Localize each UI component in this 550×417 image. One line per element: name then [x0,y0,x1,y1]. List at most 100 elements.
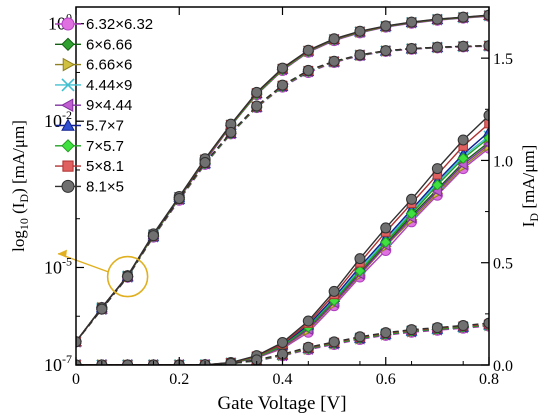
legend-marker-8 [62,160,74,172]
series-9-linear-dashed-point-16 [457,320,469,332]
x-tick-label-1: 0 [72,371,80,388]
left-y-label-log-base: 10 [17,218,31,230]
series-7-linear-solid-point-16 [457,152,469,165]
series-9-log-dashed-point-12 [354,49,366,61]
legend-entry-9: 8.1×5 [55,178,124,195]
annotation-layer [57,249,149,298]
series-9-log-solid-point-15 [431,13,443,25]
series-9-log-dashed-point-15 [431,41,443,53]
legend-entry-2: 6×6.66 [55,36,132,53]
left-tick-label-2: 10-2 [44,108,72,131]
series-9-log-solid-point-9 [277,62,288,74]
series-9-log-dashed-point-2 [96,303,108,315]
series-7-linear-solid-point-14 [405,207,418,220]
legend-entry-1: 6.32×6.32 [55,16,153,33]
right-tick-label-2: 0.5 [493,256,513,273]
annotation-arrow-shaft [57,252,108,273]
series-7-linear-solid-point-13 [380,236,392,248]
legend-label-2: 6×6.66 [86,36,132,53]
right-tick-label-4: 1.5 [493,51,513,68]
legend-marker-3 [62,57,76,72]
left-tick-label-4: 10-7 [44,352,72,375]
series-9-linear-solid-point-14 [406,193,418,205]
series-9-log-dashed-point-10 [302,64,314,76]
legend-marker-2 [61,37,75,52]
series-9-log-solid-point-11 [328,33,340,45]
x-tick-label-4: 0.6 [376,371,396,388]
series-9-linear-solid-point-16 [457,134,469,146]
left-y-label-log: log [9,230,28,252]
series-9-log-dashed-point-7 [225,126,237,138]
right-y-label-sub: D [527,213,541,222]
legend-entry-4: 4.44×9 [55,77,132,94]
legend-label-5: 9×4.44 [86,97,132,114]
series-9-linear-solid-point-11 [328,285,340,297]
left-y-label-sub: D [17,194,31,203]
series-9-linear-dashed-point-14 [406,324,418,336]
series-9-linear-dashed-point-3 [122,359,134,365]
series-9-log-solid-point-8 [251,86,263,98]
legend-marker-9 [61,179,75,193]
series-9 [76,9,489,365]
legend-label-1: 6.32×6.32 [86,16,153,33]
right-y-label-rest: [mA/μm] [519,145,538,213]
series-9-log-solid-point-17 [483,9,489,21]
legend-marker-1 [61,17,75,31]
series-9-log-dashed-point-14 [406,42,418,54]
left-y-axis-label: log10 (ID) [mA/μm] [9,120,31,252]
series-9-log-dashed-point-5 [173,192,185,204]
series-9-linear-dashed-point-11 [328,336,340,348]
series-9-log-dashed-point-8 [251,100,263,112]
series-9-linear-solid-point-9 [277,336,288,348]
right-y-axis-label: ID [mA/μm] [519,145,541,227]
left-y-label-close: ) [mA/μm] [9,120,28,194]
legend-marker-7 [61,139,75,153]
legend-entry-5: 9×4.44 [55,97,132,114]
legend-marker-6 [61,118,75,131]
x-axis-label: Gate Voltage [V] [217,393,346,414]
annotation-circle [106,255,149,298]
x-tick-label-5: 0.8 [479,371,499,388]
series-9-linear-solid-point-12 [354,253,366,265]
series-9-linear-solid-point-13 [380,222,392,234]
series-9-log-solid-point-10 [302,44,314,56]
series-7-linear-solid-point-12 [354,265,366,277]
series-9-log-solid-point-12 [354,25,366,37]
series-9-log-solid-point-14 [406,16,418,28]
legend-label-3: 6.66×6 [86,57,132,74]
tick-layer: 00.20.40.60.810010-210-510-70.00.51.01.5 [44,7,513,388]
right-y-label-main: I [519,221,538,227]
series-9-log-dashed-point-13 [380,45,392,57]
series-9-log-solid-point-13 [380,20,392,32]
legend-label-7: 7×5.7 [86,138,124,155]
legend-entry-7: 7×5.7 [55,138,124,155]
right-tick-label-1: 0.0 [493,358,513,375]
left-y-label-open: (I [9,202,28,218]
series-9-linear-dashed-point-17 [483,317,489,329]
series-9-linear-dashed-point-12 [354,331,366,343]
legend-entry-3: 6.66×6 [55,57,132,74]
series-9-log-dashed-point-1 [76,336,82,348]
series-9-linear-dashed-point-13 [380,327,392,339]
legend-label-6: 5.7×7 [86,118,124,135]
series-9-log-dashed-point-6 [199,157,211,169]
legend-label-8: 5×8.1 [86,158,124,175]
series-9-log-dashed-point-11 [328,55,340,67]
series-9-log-dashed-point-3 [122,271,134,283]
legend-label-9: 8.1×5 [86,178,124,195]
series-9-log-dashed-point-17 [483,40,489,52]
series-9-linear-dashed-point-15 [431,322,443,334]
legend-entry-8: 5×8.1 [55,158,124,175]
x-tick-label-3: 0.4 [273,371,293,388]
series-8-linear-solid-point-17 [484,118,489,129]
annotation-arrow-head [58,249,67,258]
legend: 6.32×6.32 6×6.66 6.66×6 4.44×9 9×4.44 5.7×7 7×… [55,16,153,195]
series-7-linear-solid-point-15 [431,179,444,191]
legend-entry-6: 5.7×7 [55,118,124,135]
series-layer [76,9,489,365]
series-9-log-solid-point-16 [457,11,469,23]
legend-marker-5 [60,98,74,113]
series-9-linear-solid-point-10 [302,315,314,327]
